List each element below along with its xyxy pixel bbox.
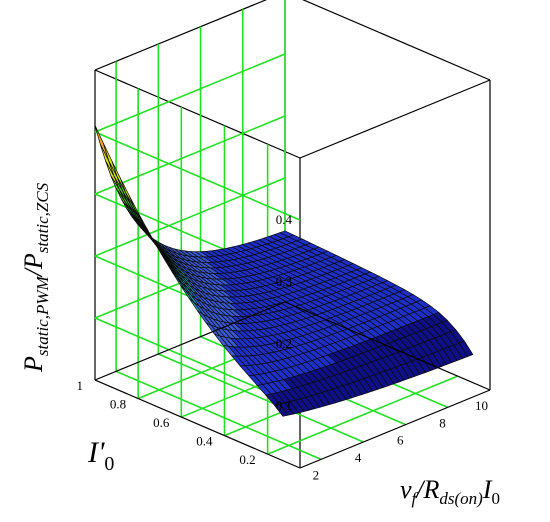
back-wall-hgrid bbox=[94, 53, 286, 133]
floor-grid-x bbox=[115, 370, 322, 461]
floor-grid-y bbox=[267, 375, 458, 455]
box-front-edge bbox=[284, 301, 491, 391]
y-tick-label: 0.2 bbox=[239, 452, 255, 467]
y-tick-label: 1 bbox=[77, 378, 84, 393]
box-front-edge bbox=[299, 79, 491, 159]
tick-labels: 0.1 0.2 0.3 0.4 0.2 0.4 0.6 0.8 1 2 4 6 8 10 bbox=[77, 212, 489, 482]
y-tick-label: 0.6 bbox=[153, 415, 170, 430]
surface-patch bbox=[94, 124, 110, 162]
back-wall-hgrid bbox=[94, 177, 286, 257]
box-front-edges bbox=[94, 0, 491, 469]
x-label-slash: /R bbox=[414, 475, 439, 504]
y-label-main: I' bbox=[87, 436, 105, 469]
box-front-edge bbox=[94, 379, 301, 469]
x-tick-label: 8 bbox=[439, 415, 446, 430]
box-back-edge bbox=[94, 0, 268, 71]
x-tick-label: 10 bbox=[475, 398, 488, 413]
x-label-sub1: f bbox=[412, 489, 419, 508]
x-label-tail: I bbox=[482, 475, 493, 504]
y-axis-label: I'0 bbox=[87, 436, 114, 475]
y-tick-label: 0.4 bbox=[196, 434, 213, 449]
y-label-sub: 0 bbox=[104, 453, 114, 475]
x-tick-label: 4 bbox=[355, 450, 362, 465]
z-axis-label: Pstatic,PWM/Pstatic,ZCS bbox=[19, 182, 52, 373]
surface-patch bbox=[99, 144, 115, 177]
x-tick-label: 6 bbox=[397, 433, 404, 448]
z-tick-label: 0.4 bbox=[276, 212, 293, 227]
x-label-sub2: ds(on) bbox=[439, 489, 483, 508]
y-tick-label: 0.8 bbox=[110, 397, 126, 412]
box-back-edge bbox=[94, 69, 301, 159]
back-wall-hgrid bbox=[94, 115, 286, 195]
box-front-edge bbox=[299, 389, 491, 469]
z-label-s1: static,PWM bbox=[33, 275, 52, 356]
z-label-p2: /P bbox=[19, 253, 48, 278]
z-tick-label: 0.3 bbox=[276, 274, 292, 289]
box-front-edge bbox=[94, 301, 286, 381]
left-wall-hgrid bbox=[94, 131, 301, 221]
z-label-p1: P bbox=[19, 356, 48, 373]
x-tick-label: 2 bbox=[313, 467, 320, 482]
x-axis-label: vf/Rds(on)I0 bbox=[400, 475, 500, 508]
z-tick-label: 0.1 bbox=[276, 398, 292, 413]
surface-mesh bbox=[94, 124, 474, 417]
z-label-s2: static,ZCS bbox=[33, 182, 52, 253]
floor-grid-x bbox=[158, 353, 364, 443]
x-label-main: v bbox=[400, 475, 412, 504]
surface-patch bbox=[458, 340, 474, 357]
x-label-sub3: 0 bbox=[492, 489, 501, 508]
box-front-edge bbox=[302, 0, 491, 81]
z-tick-label: 0.2 bbox=[276, 336, 292, 351]
